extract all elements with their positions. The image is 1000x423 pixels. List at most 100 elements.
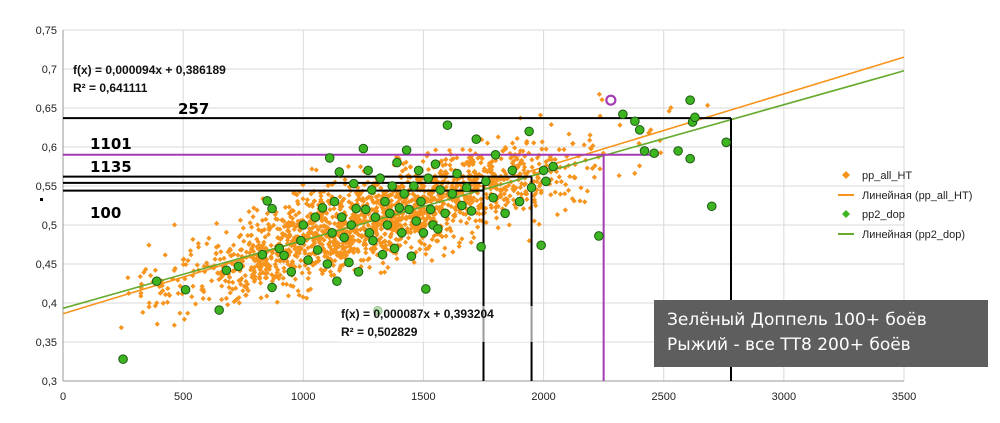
pp-all-ht-point: [354, 197, 360, 204]
pp-all-ht-point: [218, 249, 224, 255]
pp-all-ht-point: [370, 199, 377, 205]
pp-all-ht-point: [556, 174, 562, 180]
pp-all-ht-point: [510, 186, 516, 192]
pp-all-ht-point: [275, 252, 281, 258]
pp-all-ht-point: [260, 242, 266, 248]
pp-all-ht-point: [312, 240, 318, 246]
pp-all-ht-point: [306, 270, 312, 276]
pp-all-ht-point: [668, 105, 674, 111]
pp-all-ht-point: [310, 260, 316, 266]
pp-all-ht-point: [339, 254, 345, 260]
pp-all-ht-point: [327, 269, 334, 275]
pp-all-ht-point: [238, 281, 244, 287]
series-pp-all-ht-points: [118, 91, 711, 331]
pp2-dop-point: [324, 153, 335, 163]
pp-all-ht-point: [262, 275, 269, 281]
pp-all-ht-point: [567, 173, 573, 180]
pp-all-ht-point: [382, 269, 388, 275]
pp-all-ht-point: [562, 207, 568, 213]
pp-all-ht-point: [463, 205, 469, 211]
pp-all-ht-point: [394, 193, 400, 199]
pp-all-ht-point: [259, 244, 265, 250]
pp-all-ht-point: [335, 223, 341, 229]
pp-all-ht-point: [469, 230, 475, 236]
pp2-dop-point: [639, 146, 650, 156]
annotation-line-1: Зелёный Доппель 100+ боёв: [667, 310, 927, 330]
pp-all-ht-point: [334, 249, 340, 256]
pp-all-ht-point: [406, 214, 412, 220]
pp-all-ht-point: [347, 230, 353, 236]
pp-all-ht-point: [255, 245, 261, 251]
pp-all-ht-point: [400, 161, 406, 167]
pp-all-ht-point: [324, 249, 330, 255]
y-tick-label: 0,55: [36, 181, 57, 193]
pp-all-ht-point: [240, 258, 246, 264]
pp-all-ht-point: [423, 246, 429, 252]
pp-all-ht-point: [511, 202, 518, 208]
level-label: 257: [178, 100, 209, 118]
pp-all-ht-point: [297, 263, 303, 270]
pp-all-ht-point: [584, 188, 590, 194]
pp-all-ht-point: [305, 275, 311, 281]
pp-all-ht-point: [421, 194, 427, 200]
pp-all-ht-point: [433, 177, 439, 183]
pp-all-ht-point: [534, 187, 540, 193]
pp-all-ht-point: [436, 231, 443, 237]
pp2-dop-point: [348, 178, 359, 189]
pp-all-ht-point: [355, 192, 361, 198]
pp-all-ht-point: [156, 284, 163, 290]
pp-all-ht-point: [162, 252, 168, 258]
pp2-dop-point: [673, 146, 683, 156]
pp-all-ht-point: [308, 191, 314, 197]
pp-all-ht-point: [309, 243, 315, 249]
pp2-dop-point: [360, 204, 371, 215]
x-tick-label: 2500: [651, 391, 675, 403]
pp-all-ht-point: [269, 272, 275, 278]
pp-all-ht-point: [486, 160, 493, 166]
pp-all-ht-point: [577, 198, 583, 204]
pp2-dop-point: [118, 354, 128, 364]
pp-all-ht-point: [295, 223, 301, 229]
pp2-dop-point: [401, 145, 412, 155]
pp-all-ht-point: [218, 274, 224, 281]
x-tick-label: 2000: [531, 391, 555, 403]
pp-all-ht-point: [495, 225, 501, 231]
level-label: 100: [90, 204, 121, 222]
pp-all-ht-point: [269, 278, 275, 284]
pp2-dop-point: [538, 165, 549, 176]
pp-all-ht-point: [442, 245, 448, 251]
pp-all-ht-point: [223, 295, 229, 301]
pp-all-ht-point: [315, 255, 321, 261]
pp-all-ht-point: [321, 237, 327, 243]
pp-all-ht-point: [331, 242, 337, 248]
pp-all-ht-point: [206, 296, 212, 302]
pp-all-ht-point: [496, 194, 502, 200]
pp-all-ht-point: [417, 246, 423, 252]
pp-all-ht-point: [146, 300, 152, 306]
pp-all-ht-point: [441, 178, 447, 184]
pp-all-ht-point: [204, 260, 210, 266]
pp-all-ht-point: [247, 220, 253, 226]
pp-all-ht-point: [365, 257, 371, 263]
pp-all-ht-point: [531, 169, 537, 176]
pp2-dop-point: [416, 196, 426, 207]
pp-all-ht-point: [274, 269, 280, 276]
pp-all-ht-point: [487, 182, 493, 189]
pp-all-ht-point: [514, 165, 521, 171]
pp-all-ht-point: [237, 277, 244, 284]
pp-all-ht-point: [572, 175, 578, 181]
pp-all-ht-point: [236, 300, 242, 306]
pp-all-ht-point: [272, 261, 278, 267]
pp-all-ht-point: [435, 179, 441, 185]
pp-all-ht-point: [456, 240, 463, 246]
pp-all-ht-point: [327, 207, 333, 213]
pp-all-ht-point: [451, 233, 457, 240]
pp2-dop-point: [310, 212, 321, 222]
pp-all-ht-point: [483, 219, 489, 226]
pp-all-ht-point: [511, 158, 517, 164]
pp-all-ht-point: [552, 156, 558, 163]
pp-all-ht-point: [453, 199, 459, 205]
pp2-dop-point: [351, 203, 361, 214]
pp-all-ht-point: [445, 202, 451, 208]
pp-all-ht-point: [597, 166, 603, 172]
